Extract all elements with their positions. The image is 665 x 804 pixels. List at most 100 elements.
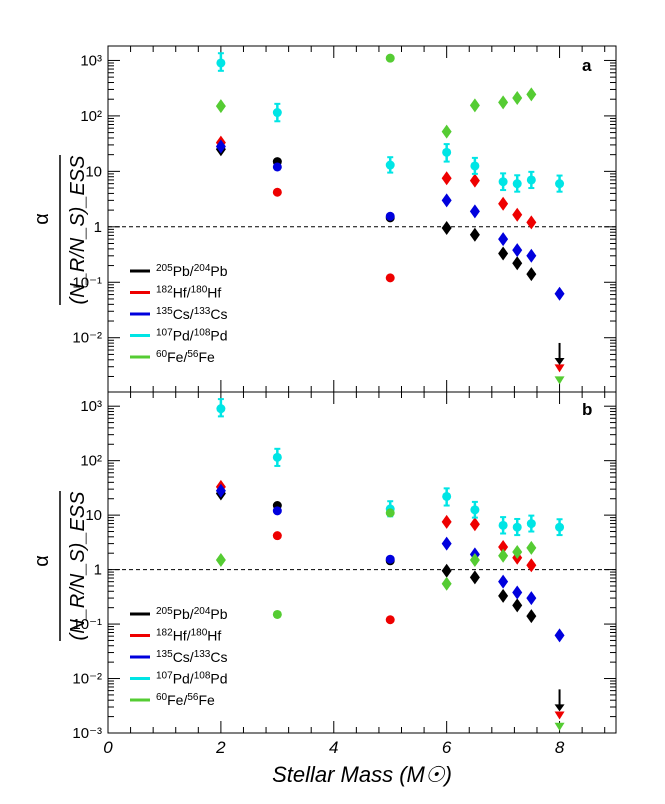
point-107pd-108pd <box>216 404 226 414</box>
point-182hf-180hf <box>385 615 395 625</box>
point-205pb-204pb <box>469 227 480 242</box>
point-205pb-204pb <box>526 609 537 624</box>
point-107pd-108pd <box>526 519 536 529</box>
point-182hf-180hf <box>441 514 452 529</box>
x-tick-labels: 0 2 4 6 8 <box>103 738 565 757</box>
point-60fe-56fe <box>272 609 282 619</box>
y-tick-label: 10² <box>80 108 102 125</box>
y-tick-label: 10⁻¹ <box>72 274 102 291</box>
y-tick-label: 10⁻² <box>72 671 102 688</box>
point-107pd-108pd <box>385 160 395 170</box>
point-135cs-133cs <box>385 554 395 564</box>
panel-a-y-axis-label: α (N_R/N_S)_ESS <box>31 155 89 305</box>
point-60fe-56fe <box>498 548 509 563</box>
point-135cs-133cs <box>469 204 480 219</box>
point-60fe-56fe <box>512 91 523 106</box>
y-tick-label: 10⁻³ <box>72 725 102 742</box>
point-135cs-133cs <box>441 536 452 551</box>
point-107pd-108pd <box>555 179 565 189</box>
panel-a-legend: 205Pb/204Pb 182Hf/180Hf 135Cs/133Cs 107Pd/1… <box>130 263 228 365</box>
y-tick-label: 10⁻¹ <box>72 616 102 633</box>
point-135cs-133cs <box>272 506 282 516</box>
legend-label-60fe-56fe: 60Fe/56Fe <box>156 692 215 708</box>
point-107pd-108pd <box>272 108 282 118</box>
point-107pd-108pd <box>498 520 508 530</box>
point-60fe-56fe <box>441 124 452 139</box>
upper-limit-arrow-head <box>554 704 565 712</box>
upper-limit-182hf-180hf <box>554 364 565 373</box>
point-182hf-180hf <box>272 187 282 197</box>
x-tick-label: 6 <box>442 738 452 757</box>
x-tick-label: 8 <box>555 738 565 757</box>
y-tick-label: 10 <box>85 507 102 524</box>
panel-b-ylabel-numerator: α <box>31 555 53 567</box>
x-axis-label: Stellar Mass (M☉) <box>272 762 452 787</box>
point-107pd-108pd <box>272 452 282 462</box>
point-107pd-108pd <box>216 58 226 68</box>
panel-b-ticks <box>107 392 616 734</box>
point-60fe-56fe <box>526 540 537 555</box>
point-135cs-133cs <box>526 248 537 263</box>
point-182hf-180hf <box>526 215 537 230</box>
y-tick-label: 10² <box>80 453 102 470</box>
point-107pd-108pd <box>512 179 522 189</box>
point-205pb-204pb <box>526 267 537 282</box>
y-tick-label: 10⁻² <box>72 330 102 347</box>
y-tick-label: 10 <box>85 163 102 180</box>
point-60fe-56fe <box>512 545 523 560</box>
upper-limit-60fe-56fe <box>554 722 565 731</box>
point-135cs-133cs <box>526 591 537 606</box>
y-tick-label: 10³ <box>80 398 102 415</box>
upper-limit-60fe-56fe <box>554 376 565 385</box>
point-107pd-108pd <box>526 175 536 185</box>
point-107pd-108pd <box>512 522 522 532</box>
legend-label-135cs-133cs: 135Cs/133Cs <box>156 649 228 665</box>
point-60fe-56fe <box>215 99 226 114</box>
panel-b-y-tick-labels: 10⁻³ 10⁻² 10⁻¹ 1 10 10² 10³ <box>72 398 102 742</box>
panel-a-ticks <box>107 46 616 392</box>
x-tick-label: 4 <box>329 738 338 757</box>
point-135cs-133cs <box>554 286 565 301</box>
point-182hf-180hf <box>469 517 480 532</box>
point-182hf-180hf <box>385 273 395 283</box>
panel-b: 10⁻³ 10⁻² 10⁻¹ 1 10 10² 10³ b 205Pb/204Pb 182Hf… <box>31 391 617 742</box>
legend-label-205pb-204pb: 205Pb/204Pb <box>156 263 228 279</box>
point-60fe-56fe <box>441 576 452 591</box>
panel-a-letter: a <box>582 56 592 75</box>
legend-label-107pd-108pd: 107Pd/108Pd <box>156 671 228 687</box>
legend-label-107pd-108pd: 107Pd/108Pd <box>156 328 228 344</box>
point-205pb-204pb <box>512 598 523 613</box>
legend-label-182hf-180hf: 182Hf/180Hf <box>156 628 221 644</box>
point-205pb-204pb <box>512 256 523 271</box>
panel-a-marks <box>215 52 565 385</box>
y-tick-label: 1 <box>94 219 102 236</box>
point-60fe-56fe <box>469 98 480 113</box>
y-tick-label: 10³ <box>80 52 102 69</box>
point-182hf-180hf <box>498 196 509 211</box>
point-107pd-108pd <box>442 147 452 157</box>
point-182hf-180hf <box>498 539 509 554</box>
point-182hf-180hf <box>526 558 537 573</box>
point-135cs-133cs <box>215 139 226 154</box>
point-135cs-133cs <box>385 211 395 221</box>
upper-limit-arrow-head <box>554 357 565 365</box>
point-107pd-108pd <box>498 177 508 187</box>
point-205pb-204pb <box>441 221 452 236</box>
point-182hf-180hf <box>441 171 452 186</box>
point-135cs-133cs <box>554 628 565 643</box>
panel-a-ylabel-numerator: α <box>31 213 53 225</box>
point-182hf-180hf <box>512 207 523 222</box>
point-107pd-108pd <box>470 505 480 515</box>
legend-label-182hf-180hf: 182Hf/180Hf <box>156 285 221 301</box>
panel-b-y-axis-label: α (N_R/N_S)_ESS <box>31 491 89 641</box>
point-107pd-108pd <box>555 522 565 532</box>
legend-label-60fe-56fe: 60Fe/56Fe <box>156 349 215 365</box>
point-135cs-133cs <box>512 585 523 600</box>
point-205pb-204pb <box>498 588 509 603</box>
panel-a-ylabel-denominator: (N_R/N_S)_ESS <box>67 155 89 305</box>
point-135cs-133cs <box>215 483 226 498</box>
panel-b-ylabel-denominator: (N_R/N_S)_ESS <box>67 491 89 641</box>
point-60fe-56fe <box>498 95 509 110</box>
point-60fe-56fe <box>385 508 395 518</box>
